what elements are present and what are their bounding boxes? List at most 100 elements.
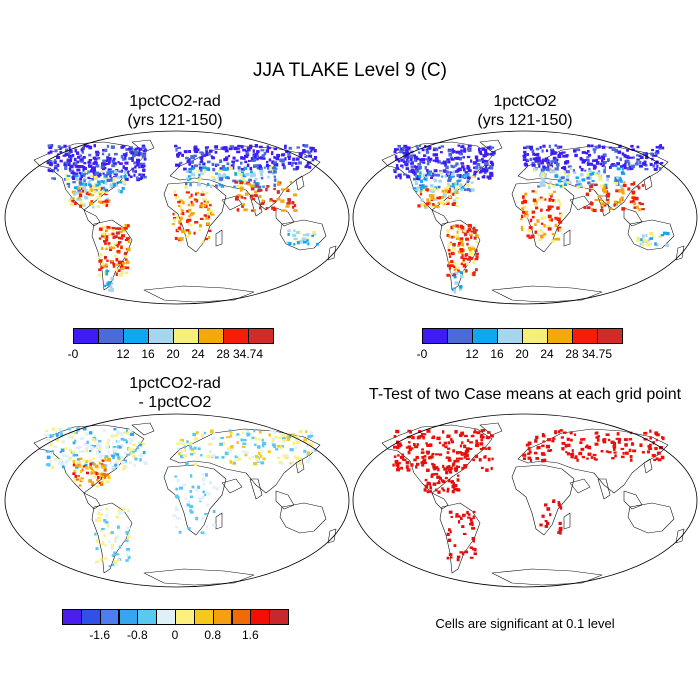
- grid-cell: [210, 155, 213, 158]
- grid-cell: [110, 531, 114, 534]
- grid-cell: [226, 447, 230, 451]
- grid-cell: [103, 202, 106, 206]
- grid-cell: [655, 457, 659, 460]
- grid-cell: [108, 453, 112, 457]
- grid-cell: [452, 265, 456, 268]
- grid-cell: [99, 462, 102, 465]
- grid-cell: [466, 439, 470, 443]
- grid-cell: [190, 167, 194, 171]
- grid-cell: [559, 145, 563, 149]
- grid-cell: [655, 438, 658, 442]
- grid-cell: [70, 431, 74, 434]
- grid-cell: [59, 150, 63, 154]
- grid-cell: [414, 445, 419, 449]
- grid-cell: [561, 184, 566, 188]
- grid-cell: [49, 455, 54, 459]
- grid-cell: [425, 442, 428, 445]
- grid-cell: [450, 515, 453, 518]
- grid-cell: [135, 176, 139, 180]
- grid-cell: [436, 173, 441, 177]
- grid-cell: [413, 155, 418, 159]
- grid-cell: [232, 179, 237, 183]
- grid-cell: [103, 534, 106, 537]
- grid-cell: [246, 152, 249, 155]
- grid-cell: [291, 163, 294, 167]
- grid-cell: [490, 161, 494, 164]
- grid-cell: [70, 450, 73, 454]
- grid-cell: [189, 504, 194, 509]
- grid-cell: [573, 149, 577, 153]
- grid-cell: [95, 547, 99, 551]
- grid-cell: [643, 438, 648, 441]
- grid-cell: [72, 169, 75, 173]
- grid-cell: [78, 191, 82, 195]
- grid-cell: [527, 452, 531, 455]
- grid-cell: [124, 271, 129, 275]
- grid-cell: [535, 457, 540, 460]
- grid-cell: [103, 174, 107, 178]
- grid-cell: [242, 431, 245, 434]
- grid-cell: [201, 190, 204, 194]
- grid-cell: [126, 553, 129, 557]
- grid-cell: [236, 456, 239, 459]
- grid-cell: [307, 435, 312, 439]
- colorbar-swatch: [497, 328, 523, 344]
- grid-cell: [281, 433, 285, 437]
- grid-cell: [288, 242, 292, 245]
- grid-cell: [231, 145, 234, 148]
- grid-cell: [481, 175, 485, 179]
- grid-cell: [484, 149, 488, 152]
- grid-cell: [660, 234, 664, 237]
- grid-cell: [141, 176, 144, 180]
- grid-cell: [616, 176, 620, 179]
- grid-cell: [602, 441, 607, 444]
- grid-cell: [309, 434, 314, 438]
- grid-cell: [600, 450, 604, 453]
- grid-cell: [547, 438, 551, 442]
- grid-cell: [460, 452, 464, 455]
- grid-cell: [198, 173, 201, 177]
- grid-cell: [471, 527, 476, 530]
- grid-cell: [452, 165, 456, 169]
- grid-cell: [395, 429, 400, 434]
- grid-cell: [654, 242, 657, 246]
- grid-cell: [406, 160, 410, 164]
- grid-cell: [49, 150, 53, 154]
- grid-cell: [223, 173, 226, 177]
- grid-cell: [449, 264, 454, 267]
- grid-cell: [469, 188, 472, 192]
- grid-cell: [215, 456, 219, 459]
- grid-cell: [459, 157, 462, 161]
- grid-cell: [228, 166, 233, 170]
- grid-cell: [417, 204, 421, 208]
- grid-cell: [237, 144, 241, 147]
- grid-cell: [78, 172, 82, 175]
- grid-cell: [141, 146, 146, 150]
- grid-cell: [111, 454, 115, 457]
- grid-cell: [215, 172, 218, 175]
- grid-cell: [254, 144, 258, 148]
- grid-cell: [123, 431, 128, 434]
- grid-cell: [138, 173, 142, 176]
- grid-cell: [643, 239, 648, 243]
- grid-cell: [525, 210, 529, 214]
- grid-cell: [115, 515, 119, 519]
- colorbar-tick-label: 16: [141, 347, 155, 361]
- coastline: [623, 207, 643, 227]
- grid-cell: [252, 149, 255, 153]
- grid-cell: [117, 445, 121, 449]
- grid-cell: [556, 165, 559, 168]
- grid-cell: [270, 152, 274, 156]
- grid-cell: [104, 181, 108, 185]
- grid-cell: [445, 173, 449, 177]
- grid-cell: [444, 163, 447, 167]
- grid-cell: [654, 162, 658, 165]
- grid-cell: [463, 270, 466, 274]
- grid-cell: [446, 556, 450, 560]
- grid-cell: [93, 169, 97, 172]
- grid-cell: [556, 206, 560, 210]
- grid-cell: [100, 266, 104, 269]
- grid-cell: [174, 193, 177, 197]
- grid-cell: [103, 177, 107, 181]
- grid-cell: [74, 149, 77, 152]
